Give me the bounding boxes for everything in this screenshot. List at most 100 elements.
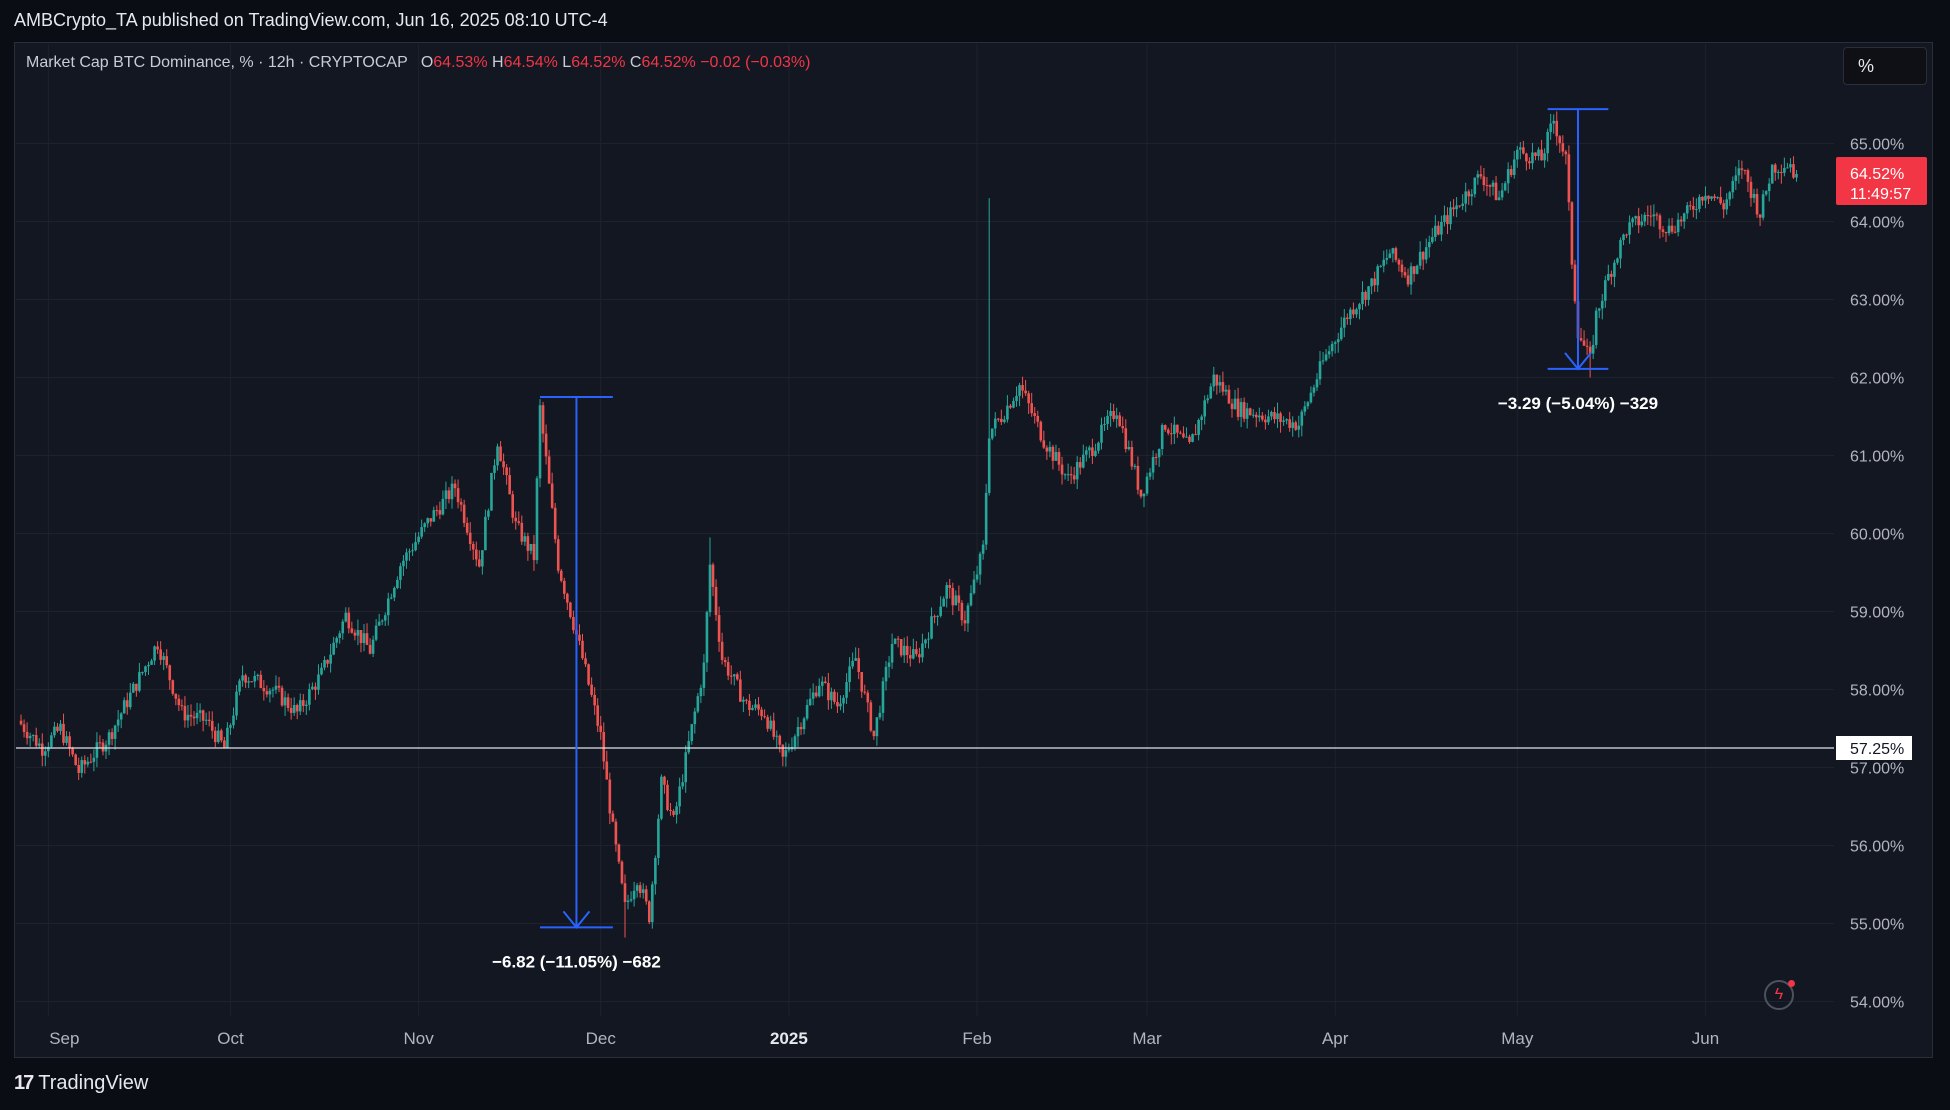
candle xyxy=(1482,167,1486,192)
candle-body xyxy=(1588,346,1592,354)
candle-body xyxy=(1655,214,1659,216)
candle xyxy=(411,543,414,556)
candle-body xyxy=(1658,215,1662,230)
y-tick-label: 62.00% xyxy=(1850,371,1904,388)
candle-body xyxy=(1679,219,1683,222)
candle xyxy=(1752,188,1756,203)
candle xyxy=(1088,445,1091,459)
candle xyxy=(1127,440,1131,451)
candle-body xyxy=(1148,472,1152,477)
candle xyxy=(286,693,290,712)
candle xyxy=(459,498,463,512)
candle xyxy=(95,732,99,768)
measure-label: −3.29 (−5.04%) −329 xyxy=(1498,394,1658,413)
candle-body xyxy=(50,735,53,747)
candle xyxy=(268,688,272,703)
candle xyxy=(47,742,50,758)
candle-body xyxy=(1203,400,1206,417)
candle-body xyxy=(720,641,724,660)
candle-body xyxy=(1452,207,1455,210)
candle xyxy=(745,698,748,705)
candle-body xyxy=(226,727,229,748)
candle-body xyxy=(948,585,952,588)
candle xyxy=(1588,341,1592,378)
candle-body xyxy=(651,884,654,923)
candle xyxy=(314,682,317,700)
candle xyxy=(168,664,172,690)
candle-body xyxy=(939,606,942,616)
candle xyxy=(1103,416,1106,431)
candle-body xyxy=(1227,389,1231,404)
candle xyxy=(444,481,448,510)
candle xyxy=(1303,401,1307,416)
candle-body xyxy=(1060,464,1064,475)
candle-body xyxy=(386,598,390,616)
candle-body xyxy=(499,446,502,462)
candle-body xyxy=(1543,153,1546,161)
candle xyxy=(1166,427,1170,436)
candle xyxy=(283,690,287,716)
candle xyxy=(845,673,848,705)
candle-body xyxy=(563,580,566,594)
candle xyxy=(535,476,539,564)
candle-body xyxy=(335,637,338,643)
candle xyxy=(1106,410,1109,430)
tradingview-logo[interactable]: 17 TradingView xyxy=(14,1072,148,1095)
candle xyxy=(936,615,939,626)
candle-body xyxy=(1388,253,1392,259)
candle-body xyxy=(92,757,96,762)
candle-body xyxy=(875,717,879,737)
candle-body xyxy=(277,685,281,688)
candle-body xyxy=(265,691,269,695)
candle xyxy=(59,719,62,735)
chart-pane[interactable] xyxy=(14,42,1933,1058)
candle xyxy=(651,881,654,929)
percent-scale-button[interactable]: % xyxy=(1843,47,1927,85)
candle-body xyxy=(77,765,80,773)
candle xyxy=(1397,258,1401,272)
candle-body xyxy=(969,593,973,606)
lightning-icon[interactable]: ϟ xyxy=(1764,980,1794,1010)
candle-body xyxy=(1619,240,1622,259)
candle-body xyxy=(171,680,175,694)
candle xyxy=(647,900,651,925)
candle xyxy=(92,749,96,772)
candle-body xyxy=(1731,180,1735,193)
candle xyxy=(1440,215,1443,242)
candle-body xyxy=(1088,447,1091,451)
candle xyxy=(763,709,766,719)
price-range-measure: −3.29 (−5.04%) −329 xyxy=(1498,108,1658,413)
candle xyxy=(975,565,979,583)
candle-body xyxy=(80,760,84,773)
candle xyxy=(839,695,842,711)
candle-body xyxy=(1085,450,1088,455)
candle-body xyxy=(1209,386,1213,399)
candle-body xyxy=(399,566,402,580)
candle xyxy=(1412,265,1416,282)
candle xyxy=(1567,145,1571,211)
candle-body xyxy=(729,675,733,677)
candle-body xyxy=(122,700,126,714)
candle-body xyxy=(359,630,363,644)
candle-body xyxy=(517,521,521,523)
candle-body xyxy=(374,625,378,640)
candle xyxy=(687,730,691,755)
candle xyxy=(1324,348,1328,362)
candle-body xyxy=(1767,183,1771,192)
candle xyxy=(1170,423,1173,445)
candle xyxy=(116,709,120,733)
candle xyxy=(1239,397,1243,428)
candle-body xyxy=(1112,411,1115,419)
candle-body xyxy=(1734,175,1738,181)
candle xyxy=(790,737,794,752)
candle xyxy=(1713,193,1716,201)
candle xyxy=(978,551,982,585)
candle-body xyxy=(356,630,360,636)
y-tick-label: 61.00% xyxy=(1850,449,1904,466)
x-tick-label: Mar xyxy=(1132,1029,1162,1048)
candle-body xyxy=(1327,351,1331,355)
candle-body xyxy=(1324,354,1328,361)
candle xyxy=(1610,270,1613,285)
candle-body xyxy=(966,605,970,624)
